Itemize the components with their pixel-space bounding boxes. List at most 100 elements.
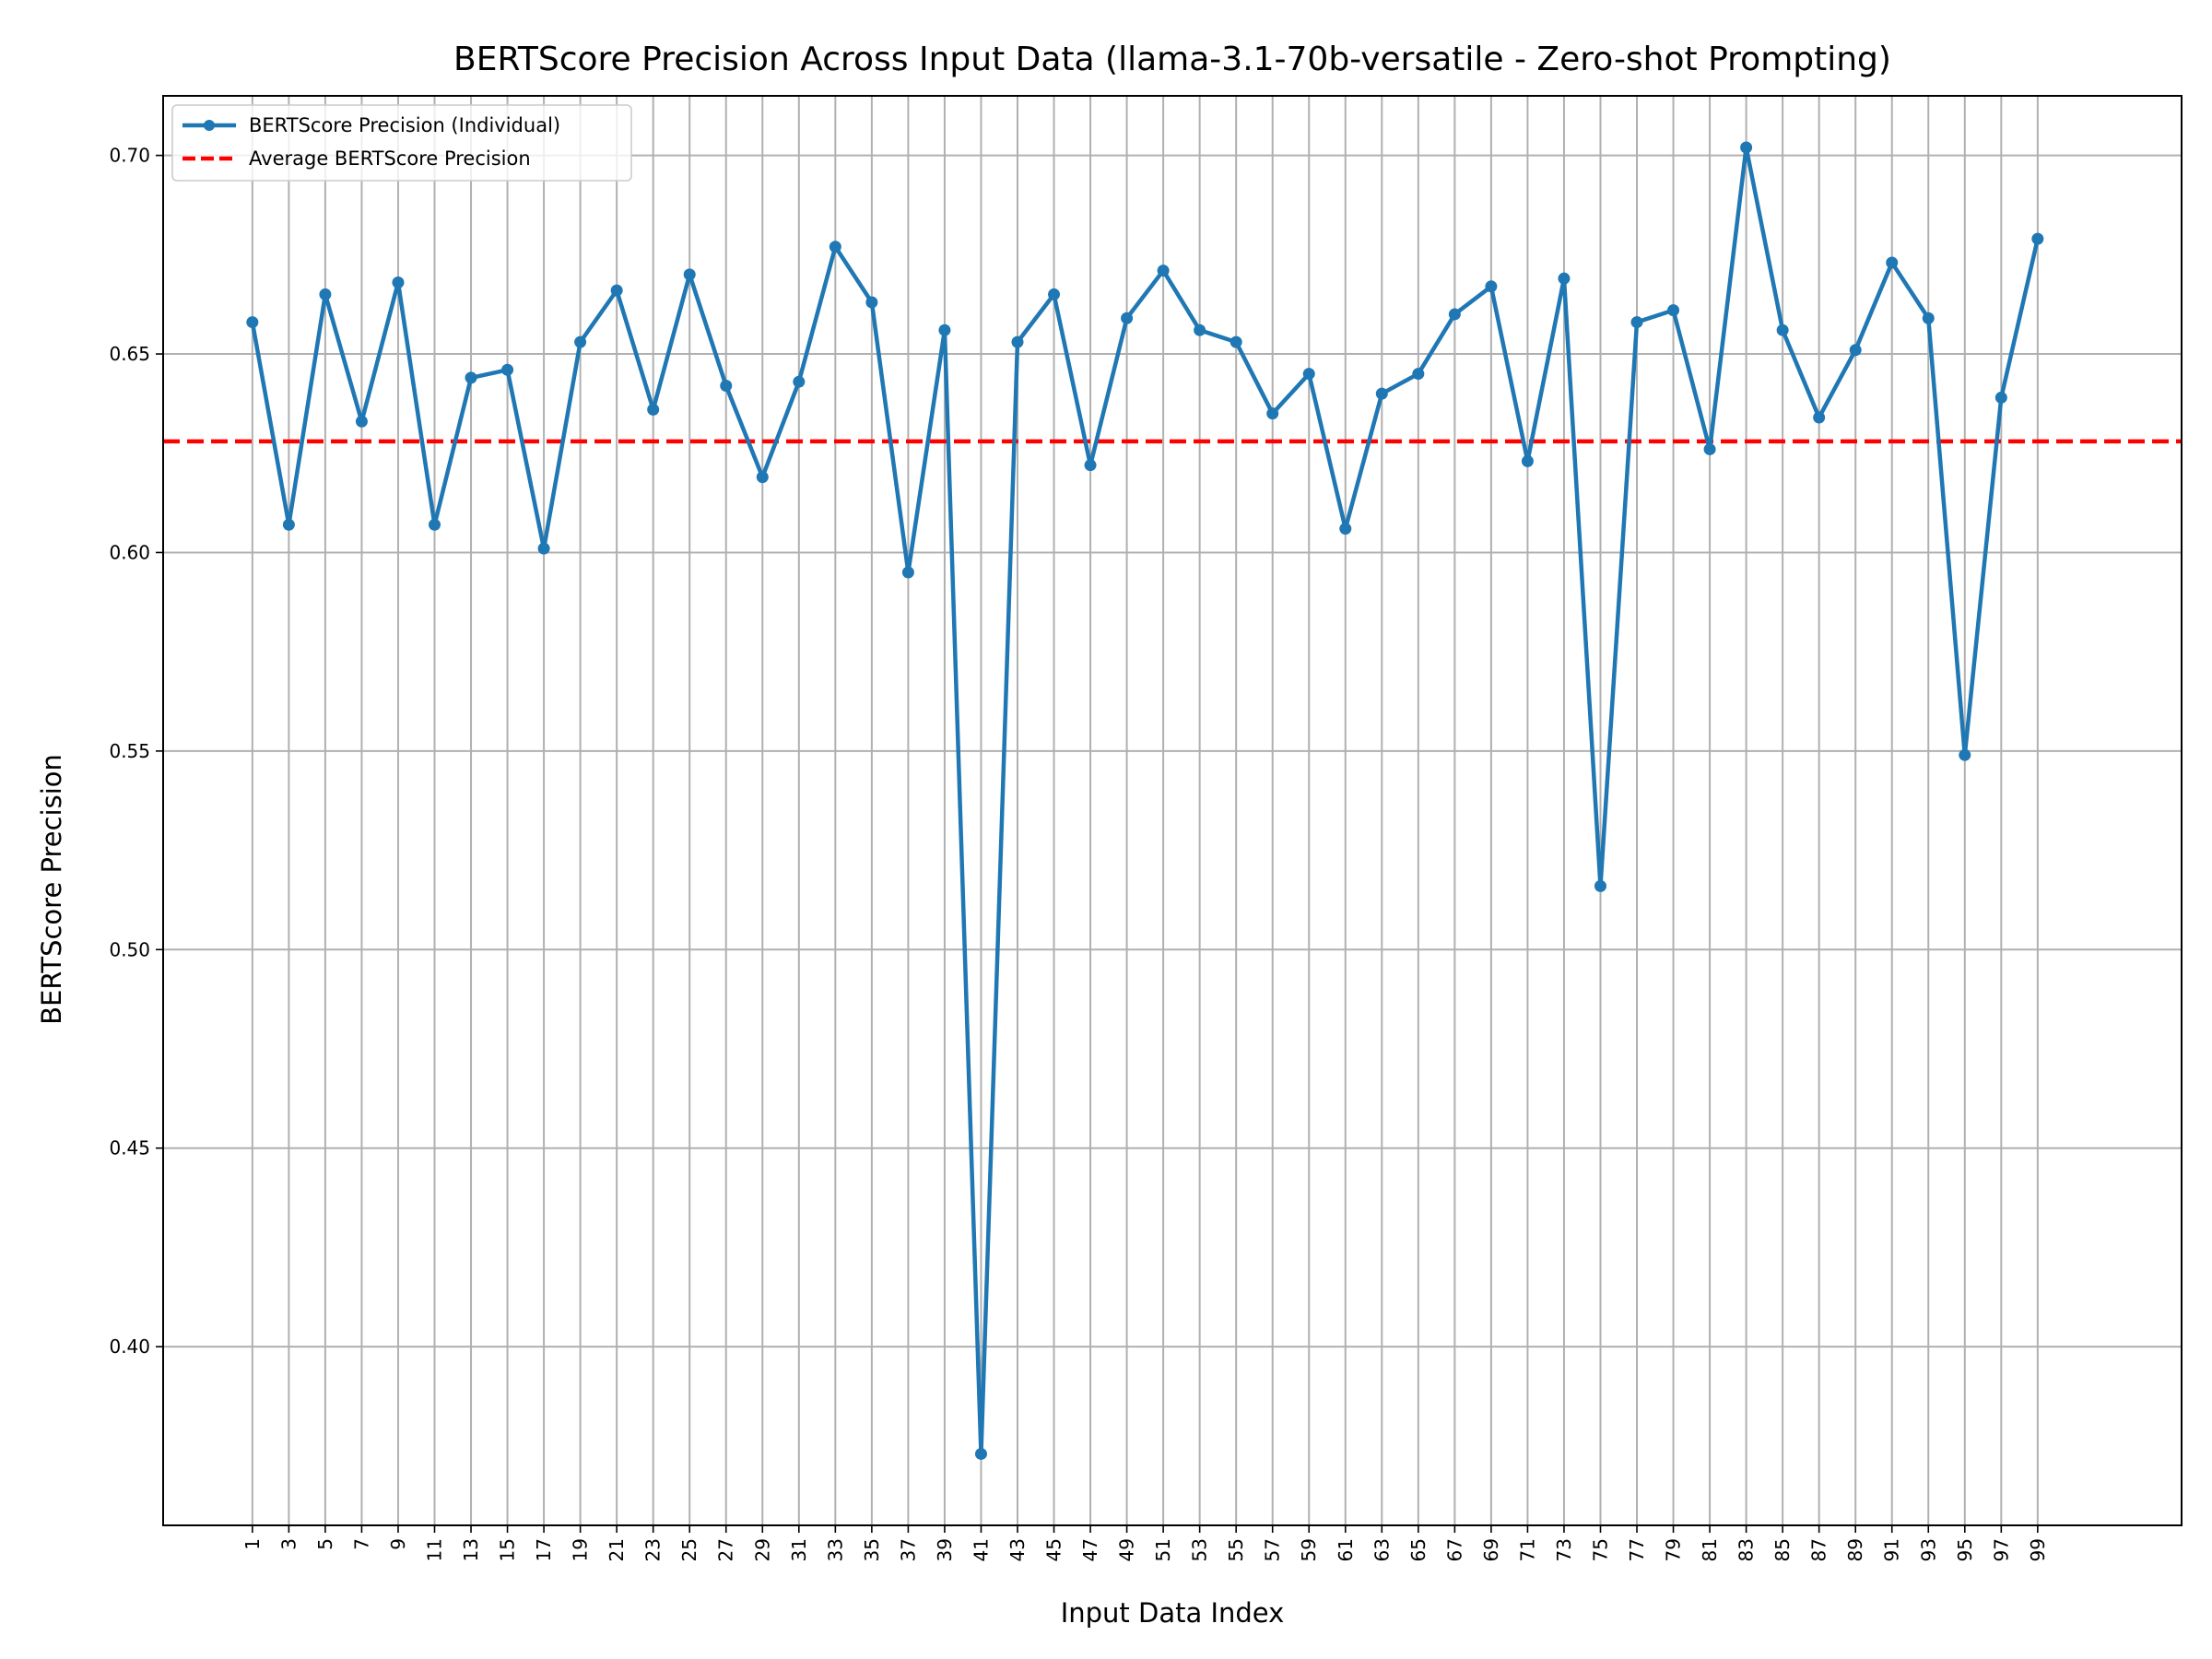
- data-point: [938, 324, 951, 336]
- x-tick-label: 83: [1735, 1538, 1758, 1561]
- y-tick-label: 0.50: [109, 938, 150, 960]
- data-point: [683, 268, 696, 281]
- x-tick-label: 93: [1917, 1538, 1939, 1561]
- data-point: [1302, 368, 1315, 381]
- x-tick-label: 55: [1225, 1538, 1247, 1561]
- x-tick-label: 61: [1335, 1538, 1357, 1561]
- x-tick-label: 85: [1771, 1538, 1794, 1561]
- data-point: [865, 296, 878, 309]
- x-tick-label: 37: [897, 1538, 919, 1561]
- x-tick-label: 73: [1553, 1538, 1575, 1561]
- x-tick-label: 81: [1699, 1538, 1721, 1561]
- x-tick-label: 3: [277, 1538, 300, 1550]
- data-point: [246, 316, 259, 329]
- data-point: [392, 276, 405, 288]
- data-point: [1776, 324, 1789, 336]
- data-point: [1922, 312, 1935, 324]
- x-tick-label: 9: [387, 1538, 409, 1550]
- x-tick-label: 71: [1516, 1538, 1538, 1561]
- data-point: [1448, 308, 1461, 321]
- x-tick-label: 89: [1844, 1538, 1866, 1561]
- x-axis-label: Input Data Index: [1061, 1597, 1285, 1629]
- data-point: [2031, 232, 2044, 245]
- grid: [163, 96, 2182, 1525]
- chart-title: BERTScore Precision Across Input Data (l…: [453, 41, 1891, 78]
- data-point: [1011, 335, 1024, 348]
- data-point: [319, 288, 332, 300]
- x-tick-label: 87: [1808, 1538, 1830, 1561]
- y-tick-label: 0.40: [109, 1335, 150, 1358]
- data-point: [1813, 411, 1826, 424]
- x-tick-label: 91: [1881, 1538, 1903, 1561]
- series-layer: [246, 141, 2044, 1460]
- y-tick-label: 0.60: [109, 541, 150, 563]
- x-tick-label: 97: [1990, 1538, 2012, 1561]
- data-point: [1886, 256, 1899, 269]
- legend-marker-individual: [204, 120, 215, 131]
- data-point: [1959, 748, 1971, 761]
- x-tick-label: 69: [1480, 1538, 1502, 1561]
- x-tick-label: 65: [1407, 1538, 1430, 1561]
- data-point: [1230, 335, 1242, 348]
- data-point: [465, 371, 477, 384]
- plot-frame: [162, 95, 2183, 1526]
- x-tick-label: 57: [1262, 1538, 1284, 1561]
- data-point: [1630, 316, 1643, 329]
- x-tick-label: 79: [1663, 1538, 1685, 1561]
- x-tick-label: 25: [678, 1538, 700, 1561]
- data-point: [647, 403, 660, 416]
- data-point: [574, 335, 587, 348]
- data-point: [1994, 391, 2007, 404]
- tick-layer: 1 3 5 7 9 11 13 15 17 19 21 23 25 27 29 31 33 35 37 39 41 43 4…: [109, 145, 2048, 1562]
- data-point: [1375, 387, 1388, 400]
- x-tick-label: 17: [533, 1538, 555, 1561]
- data-point: [756, 471, 769, 484]
- y-tick-label: 0.70: [109, 145, 150, 167]
- x-tick-label: 5: [314, 1538, 336, 1550]
- data-point: [1084, 459, 1097, 472]
- data-point: [1740, 141, 1753, 154]
- x-tick-label: 53: [1189, 1538, 1211, 1561]
- x-tick-label: 29: [751, 1538, 773, 1561]
- legend-label-average: Average BERTScore Precision: [249, 147, 531, 170]
- x-tick-label: 51: [1152, 1538, 1174, 1561]
- x-tick-label: 13: [460, 1538, 482, 1561]
- data-point: [610, 284, 623, 297]
- data-point: [537, 542, 550, 555]
- data-point: [1121, 312, 1134, 324]
- x-tick-label: 19: [570, 1538, 592, 1561]
- y-tick-label: 0.45: [109, 1137, 150, 1159]
- x-tick-label: 99: [2027, 1538, 2049, 1561]
- x-tick-label: 49: [1116, 1538, 1138, 1561]
- y-tick-label: 0.55: [109, 740, 150, 762]
- legend-box: [171, 104, 632, 182]
- x-tick-label: 67: [1443, 1538, 1465, 1561]
- series-line-individual: [250, 145, 2041, 1456]
- y-tick-label: 0.65: [109, 343, 150, 365]
- x-tick-label: 7: [350, 1538, 372, 1550]
- x-tick-label: 47: [1079, 1538, 1101, 1561]
- data-point: [355, 415, 368, 428]
- data-point: [1339, 523, 1352, 535]
- x-tick-label: 95: [1954, 1538, 1976, 1561]
- data-point: [829, 241, 841, 253]
- x-tick-label: 77: [1626, 1538, 1648, 1561]
- x-tick-label: 23: [642, 1538, 665, 1561]
- x-tick-label: 1: [241, 1538, 264, 1550]
- data-point: [901, 566, 914, 579]
- x-tick-label: 15: [497, 1538, 519, 1561]
- x-tick-label: 41: [970, 1538, 992, 1561]
- data-point: [429, 518, 441, 531]
- x-tick-label: 59: [1298, 1538, 1320, 1561]
- data-point: [1157, 265, 1170, 277]
- x-tick-label: 33: [824, 1538, 846, 1561]
- data-point: [1667, 304, 1680, 317]
- x-tick-label: 31: [788, 1538, 810, 1561]
- x-tick-label: 39: [934, 1538, 956, 1561]
- data-point: [1266, 407, 1279, 420]
- data-point: [720, 380, 733, 393]
- data-point: [1048, 288, 1061, 300]
